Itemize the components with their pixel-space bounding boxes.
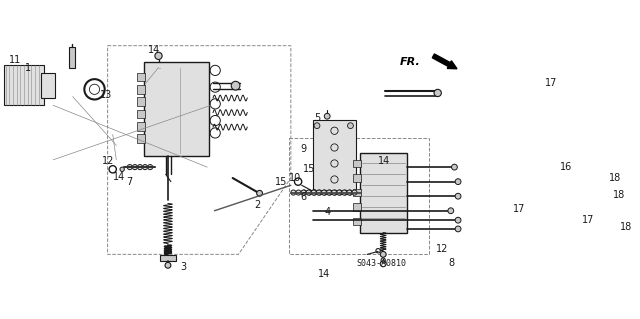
Text: 8: 8 [448,258,454,268]
Circle shape [312,190,316,194]
Text: 2: 2 [255,200,260,210]
Circle shape [448,208,454,214]
Text: 3: 3 [180,262,186,272]
Bar [42,73,54,98]
Circle shape [324,113,330,119]
Circle shape [165,262,171,268]
Circle shape [155,52,162,60]
Circle shape [143,165,148,170]
Circle shape [455,179,461,185]
Bar [353,174,362,182]
Bar [160,255,176,261]
Text: 9: 9 [300,144,307,154]
Text: 12: 12 [436,244,449,254]
Text: 16: 16 [560,162,572,172]
Bar [353,160,362,167]
Text: 14: 14 [317,269,330,279]
Circle shape [332,190,337,195]
Bar [353,189,362,196]
Text: 1: 1 [25,63,31,73]
Text: 15: 15 [303,164,316,174]
Bar [137,110,145,118]
Circle shape [148,165,153,170]
Circle shape [348,123,353,129]
Circle shape [301,190,306,195]
Bar [137,134,145,143]
Bar [137,73,145,81]
Circle shape [231,81,240,90]
Circle shape [138,165,143,170]
Circle shape [120,167,124,172]
Circle shape [306,190,311,195]
Circle shape [348,190,353,195]
Bar [144,62,209,156]
Circle shape [321,190,326,195]
Text: S043-A0810: S043-A0810 [356,259,406,268]
Circle shape [347,190,352,195]
Bar [353,218,362,225]
Bar [353,204,362,211]
Text: FR.: FR. [399,57,420,67]
Circle shape [337,190,342,195]
Circle shape [342,190,348,195]
Text: 12: 12 [102,156,114,166]
Circle shape [317,190,322,195]
Circle shape [127,165,132,170]
Bar [360,152,407,233]
Text: 5: 5 [314,113,321,123]
Circle shape [311,190,316,195]
Text: 17: 17 [582,215,594,225]
Circle shape [332,190,337,195]
Circle shape [296,190,301,195]
Text: 18: 18 [620,222,632,233]
Circle shape [455,226,461,232]
Bar [4,65,44,105]
Bar [137,122,145,131]
Text: 7: 7 [126,177,132,187]
Text: 11: 11 [10,55,22,65]
Bar [313,120,356,193]
Circle shape [307,190,312,195]
Text: 15: 15 [275,177,287,187]
Circle shape [352,190,357,195]
Text: 10: 10 [289,173,301,183]
Circle shape [327,190,332,195]
Circle shape [434,89,442,97]
Circle shape [337,190,342,195]
Circle shape [132,165,138,170]
Text: 14: 14 [378,156,390,166]
Bar [137,97,145,106]
Circle shape [342,190,347,195]
Circle shape [314,123,320,129]
Text: 4: 4 [325,207,331,217]
FancyArrow shape [432,54,457,69]
Circle shape [326,190,332,195]
Circle shape [301,190,307,195]
Bar [137,85,145,94]
Text: 18: 18 [609,173,621,183]
Circle shape [291,190,296,195]
Text: 13: 13 [100,90,113,100]
Text: 17: 17 [513,204,525,214]
Circle shape [455,217,461,223]
Circle shape [380,251,386,257]
Circle shape [452,164,458,170]
Text: 14: 14 [113,172,125,182]
Bar [69,47,75,68]
Circle shape [312,190,317,195]
Text: 6: 6 [300,192,307,202]
Circle shape [322,190,327,195]
Text: 14: 14 [148,45,160,55]
Circle shape [257,190,262,196]
Circle shape [455,193,461,199]
Circle shape [316,190,321,195]
Circle shape [381,258,385,262]
Text: 17: 17 [545,78,557,88]
Text: 18: 18 [613,190,625,200]
